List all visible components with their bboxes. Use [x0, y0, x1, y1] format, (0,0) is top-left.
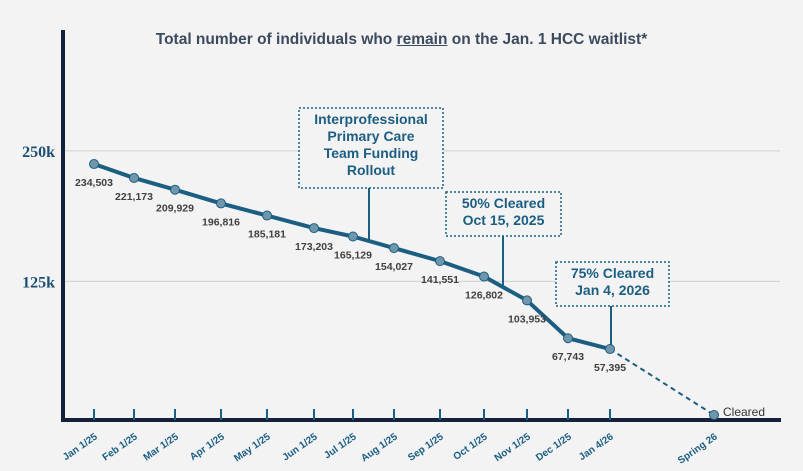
data-label: 165,129: [334, 250, 372, 262]
data-point: [605, 344, 615, 355]
data-label: 173,203: [295, 241, 333, 253]
x-tick-label: Sep 1/25: [406, 431, 446, 464]
annotation-text: Rollout: [347, 162, 396, 178]
data-label: 234,503: [75, 177, 113, 189]
chart-title: Total number of individuals who remain o…: [0, 31, 803, 49]
annotation-text: Team Funding: [324, 145, 419, 161]
data-point: [216, 198, 226, 209]
y-tick-label: 250k: [22, 144, 55, 161]
title-emphasis: remain: [396, 31, 448, 48]
data-point: [262, 210, 272, 221]
x-tick-label: Jul 1/25: [322, 431, 359, 461]
x-tick-label: Dec 1/25: [534, 431, 574, 464]
y-tick-label: 125k: [22, 274, 55, 291]
data-label: 154,027: [375, 261, 413, 273]
data-point: [170, 184, 180, 195]
title-text-end: on the Jan. 1 HCC waitlist*: [447, 31, 648, 48]
annotation-box: [298, 107, 444, 189]
x-tick-label: Feb 1/25: [101, 431, 140, 463]
projection-line: [609, 348, 715, 416]
x-tick-label: May 1/25: [232, 431, 273, 464]
data-label: 221,173: [115, 191, 153, 203]
data-label: 57,395: [594, 362, 626, 374]
annotation-text: 50% Cleared: [462, 195, 545, 211]
data-point: [389, 243, 399, 254]
x-tick-label: Nov 1/25: [493, 431, 533, 464]
x-tick-label: Apr 1/25: [188, 431, 227, 463]
data-point: [89, 159, 99, 170]
x-tick-label: Jan 4/26: [577, 431, 616, 463]
data-label: 209,929: [156, 203, 194, 215]
data-label: 67,743: [552, 351, 584, 363]
projection-label: Cleared: [723, 405, 765, 419]
x-tick-label: Jan 1/25: [61, 431, 100, 463]
title-text: Total number of individuals who: [155, 31, 397, 48]
x-tick-label: Aug 1/25: [359, 431, 400, 464]
x-tick-label: Oct 1/25: [452, 431, 491, 463]
annotation-text: Interprofessional: [314, 111, 428, 127]
x-tick-label: Jun 1/25: [281, 431, 320, 463]
x-tick-label: Mar 1/25: [142, 431, 181, 463]
data-label: 196,816: [202, 216, 240, 228]
data-label: 126,802: [465, 290, 503, 302]
data-point: [563, 333, 573, 344]
data-label: 141,551: [421, 274, 459, 286]
data-label: 185,181: [248, 229, 286, 241]
projection-marker: [709, 410, 719, 420]
data-point: [129, 172, 139, 183]
data-point: [309, 223, 319, 234]
data-point: [435, 256, 445, 267]
annotation-text: Jan 4, 2026: [575, 282, 650, 298]
annotation-text: Primary Care: [327, 128, 414, 144]
annotation-text: 75% Cleared: [571, 265, 654, 281]
data-label: 103,953: [508, 313, 546, 325]
data-point: [348, 231, 358, 242]
annotation-box: [445, 191, 562, 237]
data-point: [479, 271, 489, 282]
data-point: [522, 295, 532, 306]
annotation-text: Oct 15, 2025: [463, 212, 545, 228]
annotation-box: [555, 261, 670, 307]
x-tick-label: Spring 26: [676, 431, 720, 466]
